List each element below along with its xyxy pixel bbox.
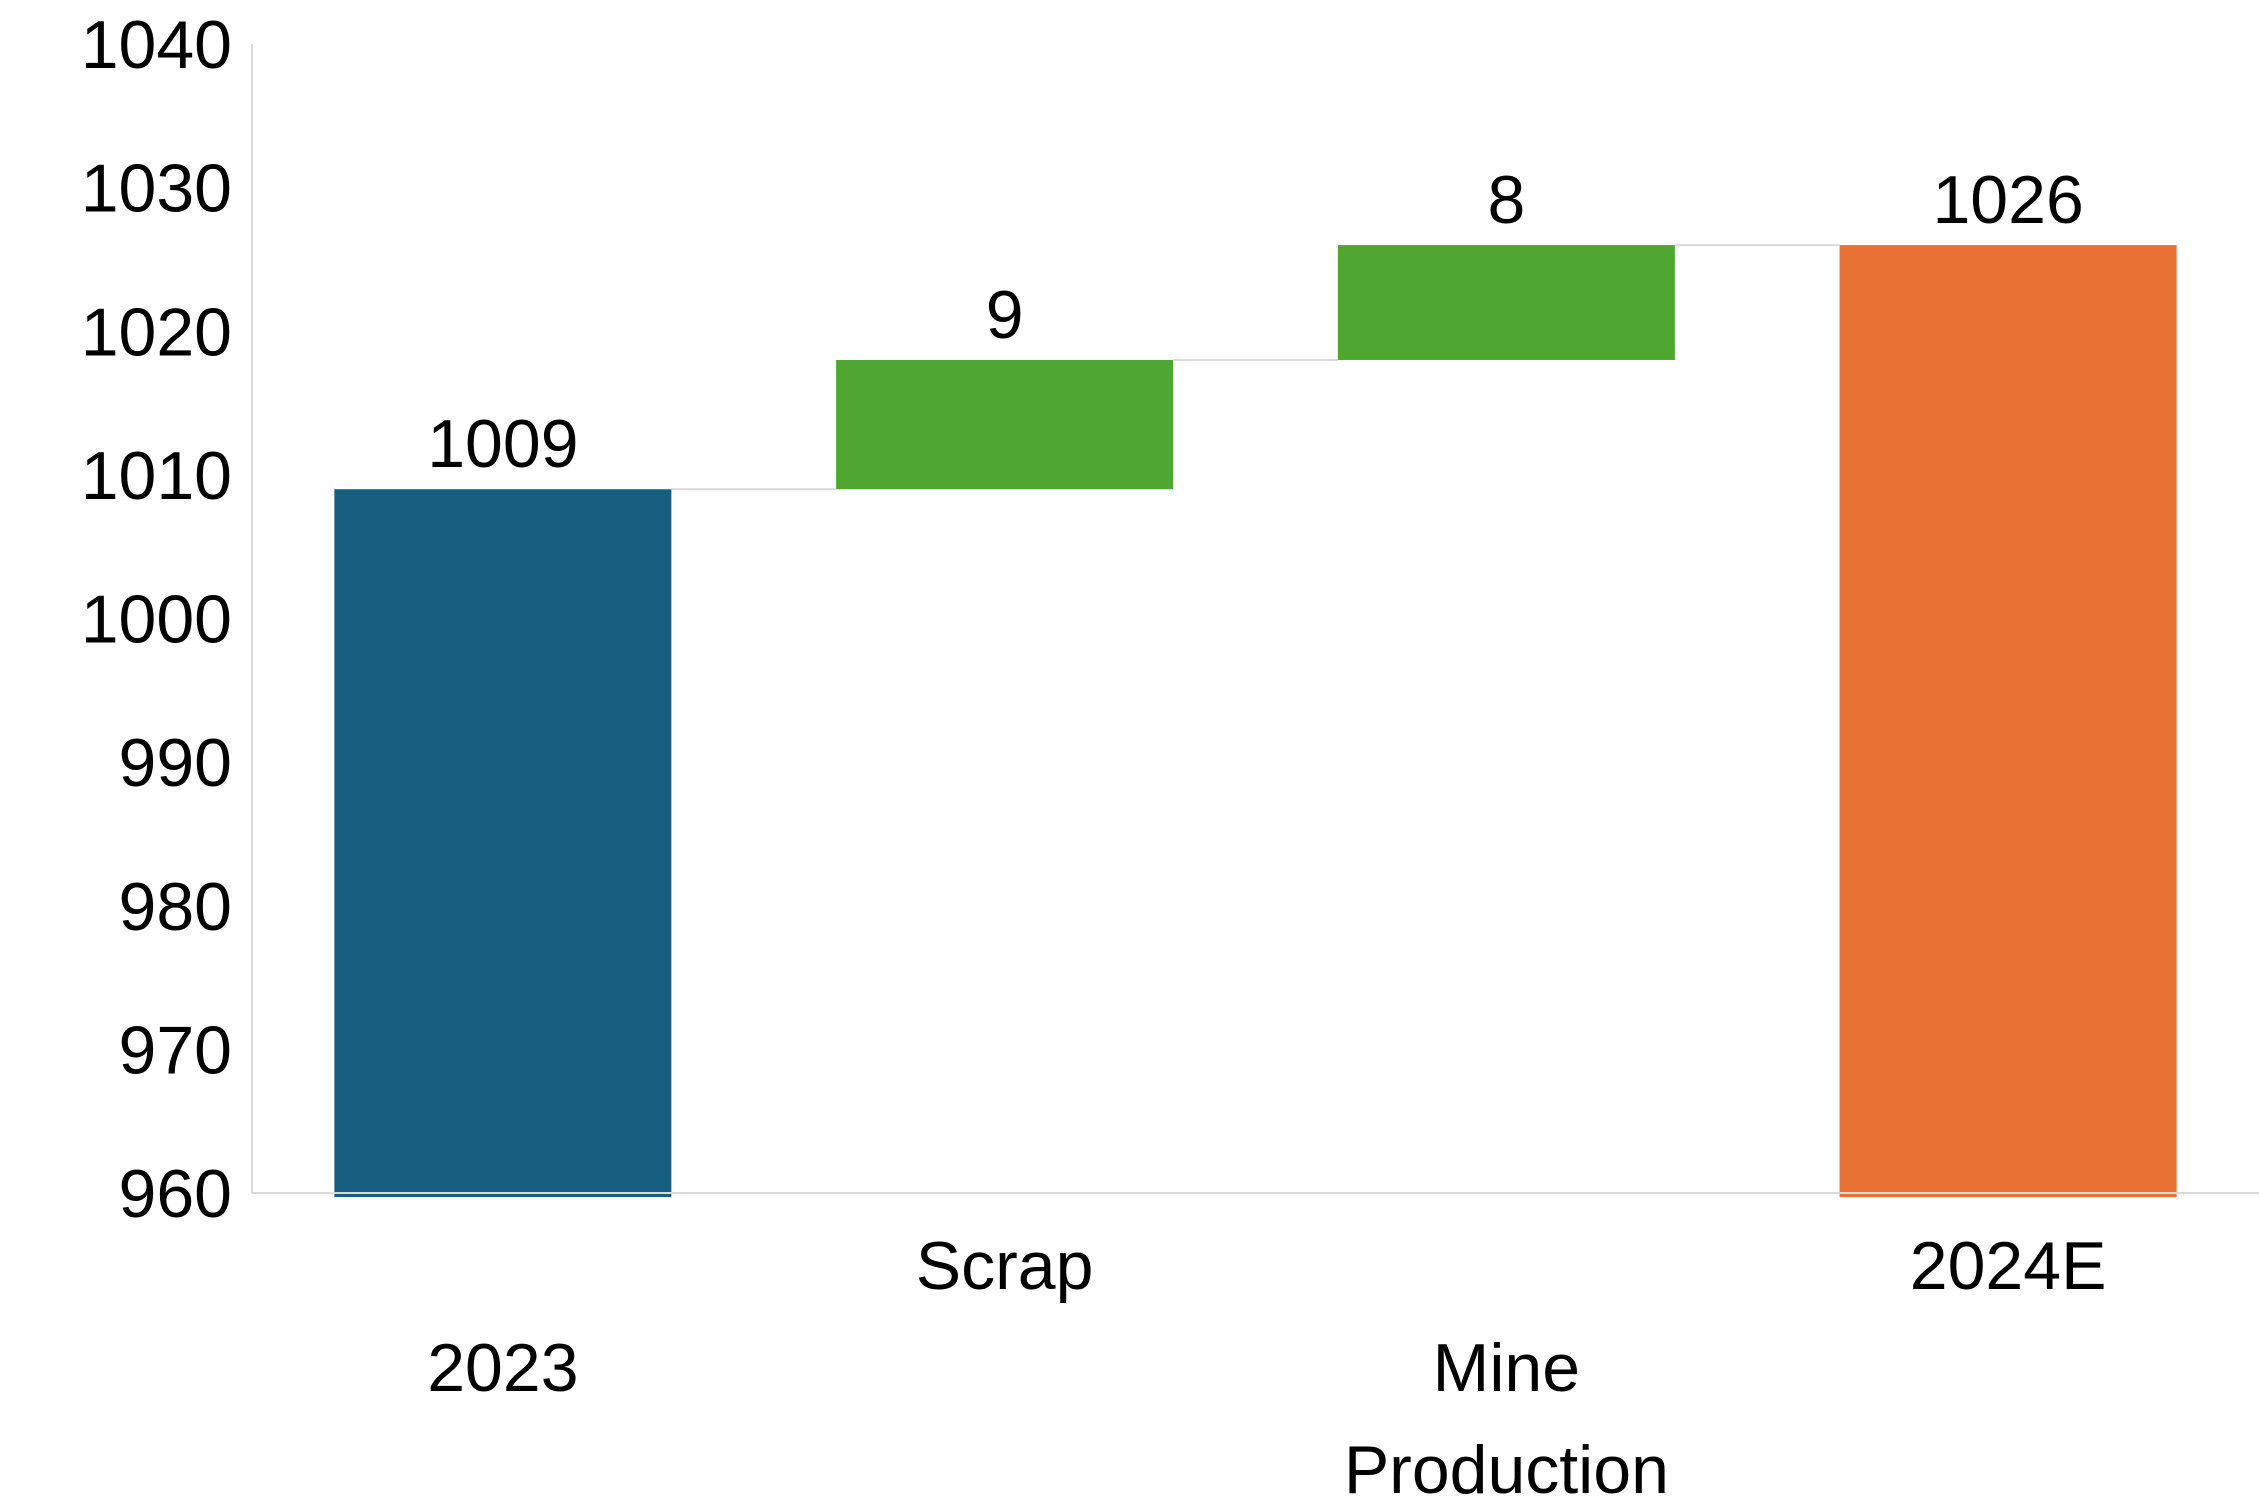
data-label: 1026 [1932, 162, 2083, 238]
bar [1839, 245, 2177, 1197]
bar [334, 489, 672, 1197]
x-tick-label-line: Production [1344, 1432, 1669, 1498]
y-tick-label: 990 [119, 725, 232, 801]
x-tick-label: Mine Production [1344, 1330, 1669, 1498]
y-tick-label: 1010 [81, 438, 232, 514]
x-tick-label-line: Scrap [916, 1228, 1094, 1304]
bars [334, 245, 2177, 1197]
bar [1337, 245, 1675, 360]
x-tick-label-line: Mine [1433, 1330, 1580, 1406]
bar [836, 359, 1174, 490]
x-axis-labels: 2023 Scrap Mine Production 2024E [427, 1228, 2106, 1498]
connector-lines [671, 244, 1840, 491]
x-tick-label-line: 2024E [1910, 1228, 2107, 1304]
data-labels: 1009 9 8 1026 [427, 162, 2084, 482]
y-tick-label: 1030 [81, 151, 232, 227]
data-label: 9 [986, 277, 1024, 353]
x-tick-label: 2024E [1910, 1228, 2107, 1304]
y-tick-label: 980 [119, 869, 232, 945]
y-tick-label: 1020 [81, 294, 232, 370]
y-tick-label: 1000 [81, 582, 232, 658]
y-tick-label: 970 [119, 1012, 232, 1088]
y-axis-ticks: 960 970 980 990 1000 1010 1020 1030 1040 [81, 7, 232, 1232]
data-label: 1009 [427, 406, 578, 482]
data-label: 8 [1487, 162, 1525, 238]
y-tick-label: 960 [119, 1156, 232, 1232]
x-tick-label-line: 2023 [427, 1330, 578, 1406]
y-tick-label: 1040 [81, 7, 232, 83]
x-tick-label: 2023 [427, 1330, 578, 1406]
x-tick-label: Scrap [916, 1228, 1094, 1304]
